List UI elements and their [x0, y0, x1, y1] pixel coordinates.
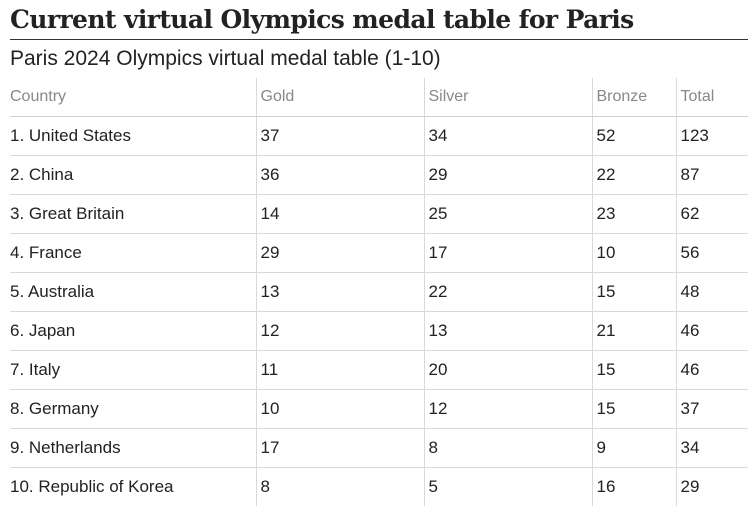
- cell-total: 46: [675, 311, 748, 351]
- column-header-country: Country: [10, 78, 256, 117]
- cell-bronze: 23: [591, 194, 676, 234]
- cell-country: 4. France: [10, 233, 256, 273]
- cell-bronze: 15: [591, 272, 676, 312]
- cell-silver: 17: [423, 233, 592, 273]
- cell-total: 87: [675, 155, 748, 195]
- cell-bronze: 21: [591, 311, 676, 351]
- cell-bronze: 15: [591, 350, 676, 390]
- table-row: 5. Australia 13 22 15 48: [10, 272, 748, 312]
- cell-total: 123: [675, 116, 748, 156]
- header-row: Country Gold Silver Bronze Total: [10, 78, 748, 117]
- cell-gold: 12: [255, 311, 424, 351]
- cell-total: 46: [675, 350, 748, 390]
- cell-total: 37: [675, 389, 748, 429]
- cell-bronze: 52: [591, 116, 676, 156]
- cell-bronze: 15: [591, 389, 676, 429]
- cell-country: 3. Great Britain: [10, 194, 256, 234]
- table-row: 8. Germany 10 12 15 37: [10, 389, 748, 429]
- cell-bronze: 10: [591, 233, 676, 273]
- column-header-total: Total: [675, 78, 748, 117]
- cell-country: 10. Republic of Korea: [10, 477, 174, 496]
- cell-gold: 10: [255, 389, 424, 429]
- cell-total: 34: [675, 428, 748, 468]
- cell-total: 56: [675, 233, 748, 273]
- cell-gold: 8: [255, 467, 424, 506]
- medal-table: Country Gold Silver Bronze Total 1. Unit…: [10, 78, 748, 506]
- column-header-bronze: Bronze: [591, 78, 676, 117]
- table-subtitle: Paris 2024 Olympics virtual medal table …: [10, 47, 441, 70]
- table-row: 10. Republic of Korea 8 5 16 29: [10, 467, 748, 506]
- table-row: 4. France 29 17 10 56: [10, 233, 748, 273]
- cell-silver: 20: [423, 350, 592, 390]
- column-header-gold: Gold: [255, 78, 424, 117]
- cell-country: 8. Germany: [10, 389, 256, 429]
- cell-country: 6. Japan: [10, 311, 256, 351]
- cell-total: 62: [675, 194, 748, 234]
- headline-rule: [10, 39, 748, 40]
- cell-silver: 29: [423, 155, 592, 195]
- table-row: 7. Italy 11 20 15 46: [10, 350, 748, 390]
- cell-bronze: 9: [591, 428, 676, 468]
- table-row: 9. Netherlands 17 8 9 34: [10, 428, 748, 468]
- cell-total: 29: [675, 467, 748, 506]
- table-row: 3. Great Britain 14 25 23 62: [10, 194, 748, 234]
- cell-silver: 13: [423, 311, 592, 351]
- cell-silver: 25: [423, 194, 592, 234]
- table-row: 2. China 36 29 22 87: [10, 155, 748, 195]
- cell-country: 2. China: [10, 155, 256, 195]
- table-row: 1. United States 37 34 52 123: [10, 116, 748, 156]
- cell-silver: 22: [423, 272, 592, 312]
- cell-gold: 14: [255, 194, 424, 234]
- headline-title: Current virtual Olympics medal table for…: [10, 5, 634, 34]
- cell-gold: 36: [255, 155, 424, 195]
- cell-total: 48: [675, 272, 748, 312]
- cell-silver: 5: [423, 467, 592, 506]
- cell-silver: 8: [423, 428, 592, 468]
- cell-silver: 34: [423, 116, 592, 156]
- cell-country: 1. United States: [10, 116, 256, 156]
- cell-gold: 13: [255, 272, 424, 312]
- cell-gold: 17: [255, 428, 424, 468]
- cell-gold: 29: [255, 233, 424, 273]
- cell-gold: 11: [255, 350, 424, 390]
- cell-gold: 37: [255, 116, 424, 156]
- cell-country: 9. Netherlands: [10, 428, 256, 468]
- column-header-silver: Silver: [423, 78, 592, 117]
- cell-bronze: 16: [591, 467, 676, 506]
- cell-silver: 12: [423, 389, 592, 429]
- cell-country: 7. Italy: [10, 350, 256, 390]
- cell-country: 5. Australia: [10, 272, 256, 312]
- cell-bronze: 22: [591, 155, 676, 195]
- table-row: 6. Japan 12 13 21 46: [10, 311, 748, 351]
